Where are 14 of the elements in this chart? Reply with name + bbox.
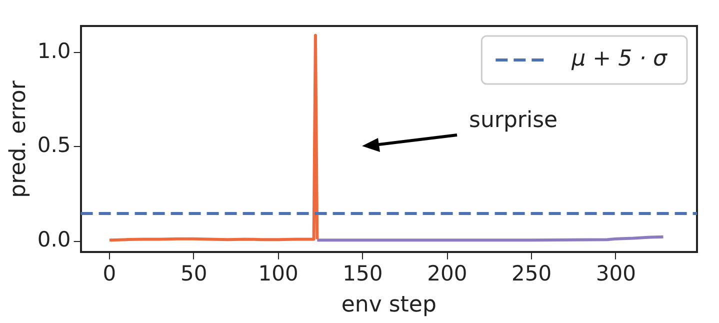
x-tick-label: 250	[512, 261, 552, 286]
legend-label: μ + 5 · σ	[570, 46, 668, 72]
x-tick-label: 50	[180, 261, 208, 286]
y-axis-title: pred. error	[6, 80, 31, 198]
x-axis-title: env step	[341, 292, 436, 318]
annotation: surprise	[469, 108, 558, 133]
y-tick-label: 1.0	[37, 38, 71, 63]
x-tick-label: 200	[427, 261, 468, 286]
y-tick-label: 0.0	[37, 228, 71, 252]
x-tick-label: 300	[596, 261, 636, 286]
x-tick-label: 0	[102, 261, 116, 286]
x-tick-label: 150	[342, 261, 383, 286]
y-tick-label: 0.5	[37, 133, 71, 158]
x-tick-label: 100	[258, 261, 298, 286]
